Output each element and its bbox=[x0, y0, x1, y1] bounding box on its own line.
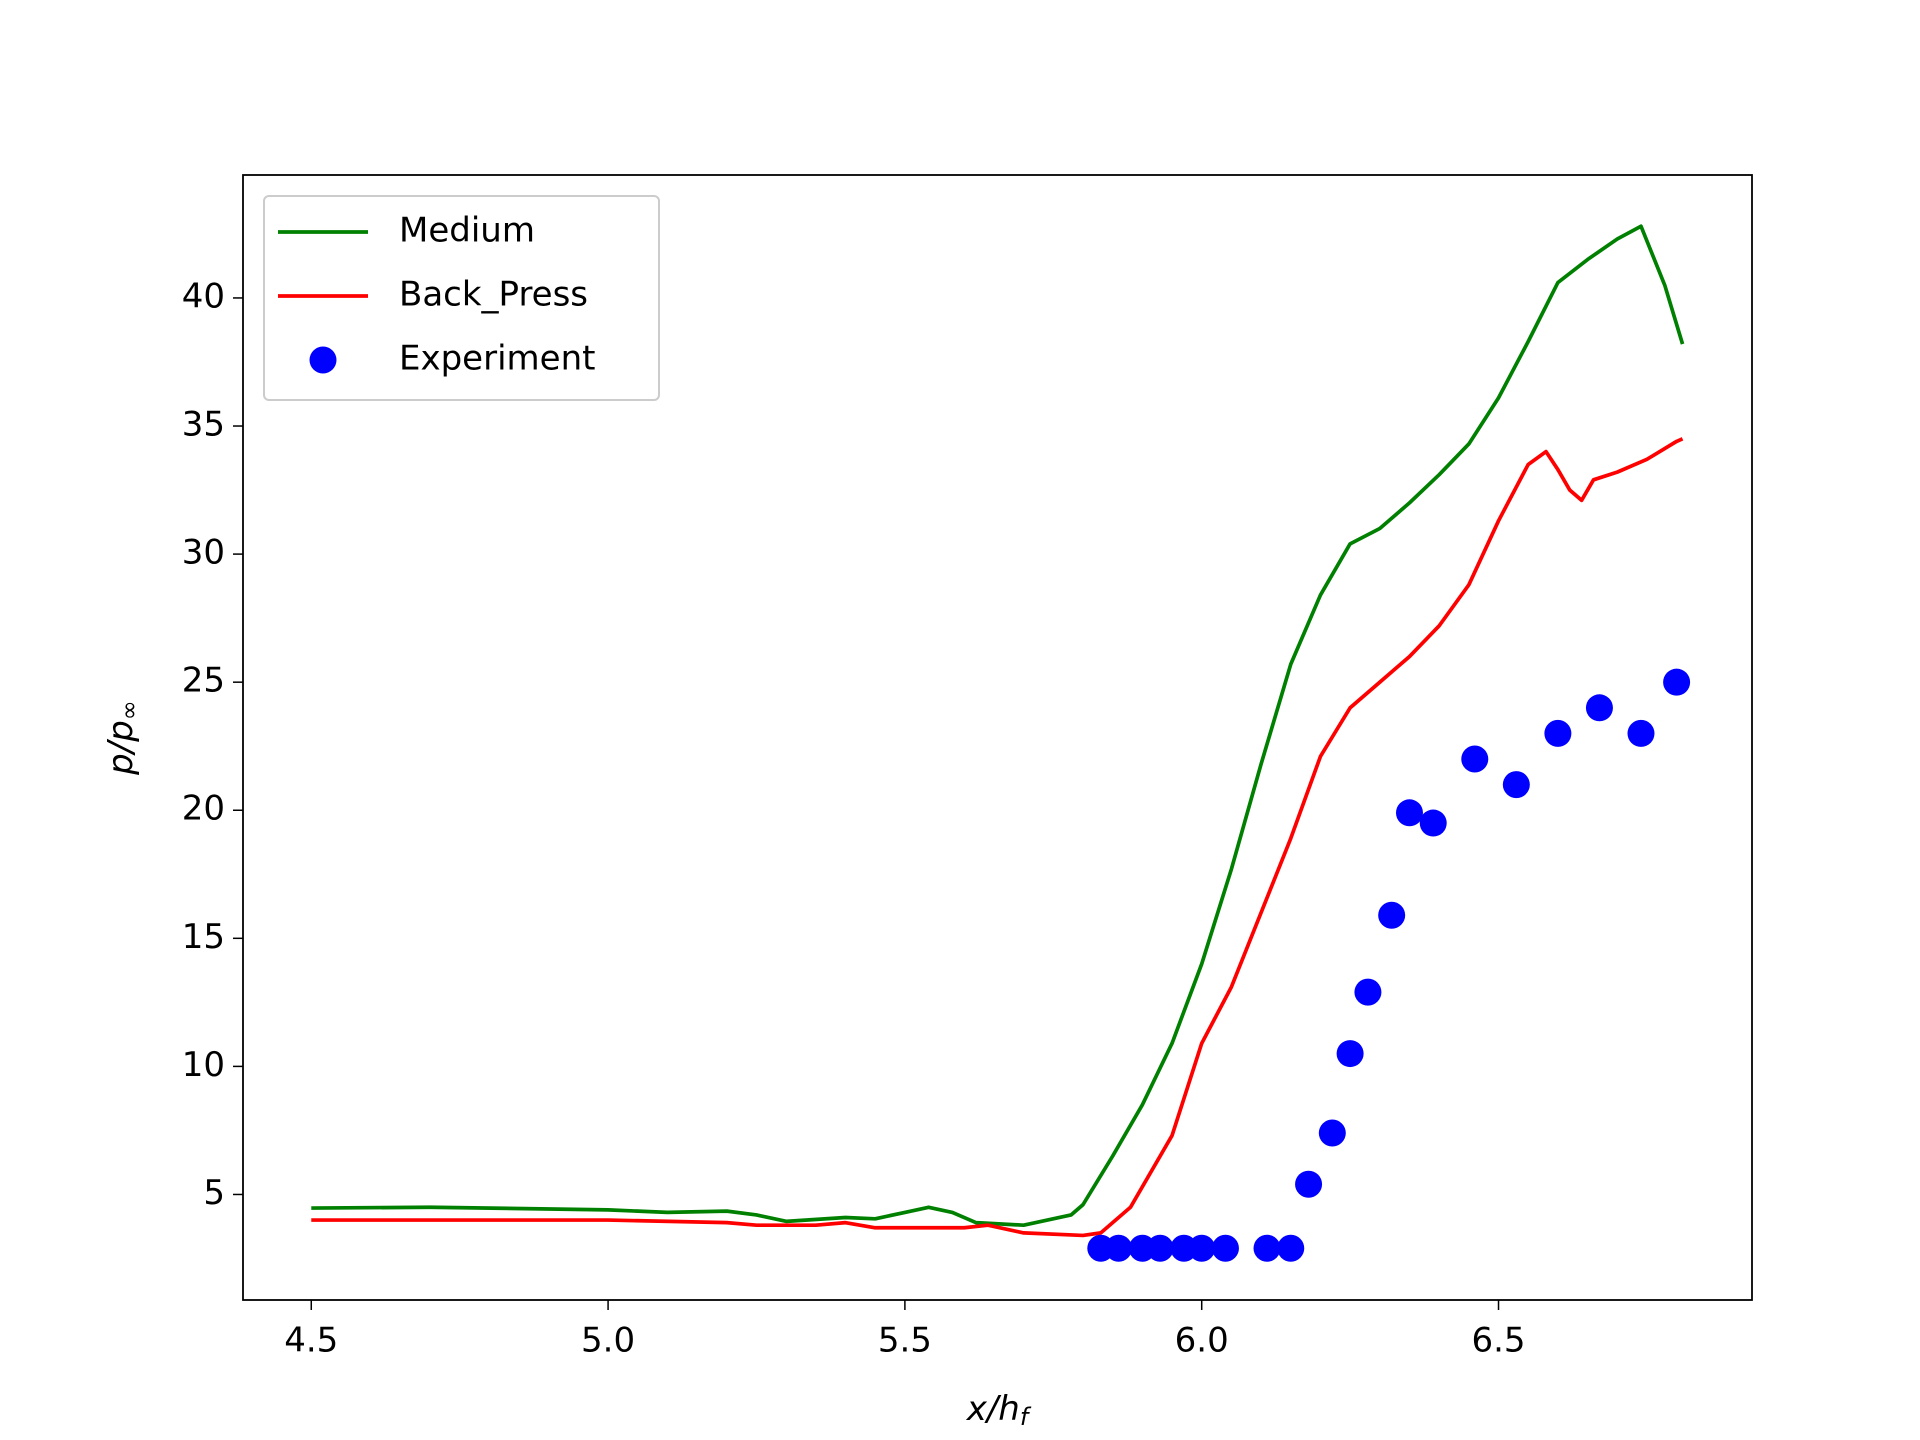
marker bbox=[1295, 1170, 1323, 1198]
y-tick-label: 35 bbox=[182, 405, 225, 445]
legend-label: Experiment bbox=[399, 339, 595, 379]
marker bbox=[1146, 1234, 1174, 1262]
x-tick-label: 6.5 bbox=[1471, 1321, 1525, 1361]
marker bbox=[1663, 668, 1691, 696]
legend-marker bbox=[309, 346, 337, 374]
marker bbox=[1502, 771, 1530, 799]
legend-label: Medium bbox=[399, 211, 535, 251]
marker bbox=[1419, 809, 1447, 837]
marker bbox=[1378, 901, 1406, 929]
marker bbox=[1395, 799, 1423, 827]
line bbox=[311, 437, 1684, 1238]
marker bbox=[1277, 1234, 1305, 1262]
marker bbox=[1318, 1119, 1346, 1147]
marker bbox=[1253, 1234, 1281, 1262]
y-tick-label: 15 bbox=[182, 917, 225, 957]
y-tick-label: 30 bbox=[182, 533, 225, 573]
y-tick-label: 40 bbox=[182, 276, 225, 316]
marker bbox=[1354, 978, 1382, 1006]
line bbox=[311, 224, 1685, 1228]
y-tick-label: 20 bbox=[182, 789, 225, 829]
x-tick-label: 5.5 bbox=[878, 1321, 932, 1361]
y-tick-label: 5 bbox=[203, 1173, 225, 1213]
y-axis-label-sub: ∞ bbox=[115, 700, 143, 720]
y-tick-label: 25 bbox=[182, 661, 225, 701]
plot-frame bbox=[242, 174, 1753, 1301]
marker bbox=[1211, 1234, 1239, 1262]
legend-box bbox=[263, 195, 660, 401]
marker bbox=[1105, 1234, 1133, 1262]
marker bbox=[1461, 745, 1489, 773]
y-axis-label-main: p/p bbox=[101, 720, 141, 776]
x-axis-label-main: x/h bbox=[966, 1389, 1020, 1429]
legend-label: Back_Press bbox=[399, 275, 588, 315]
x-tick-label: 6.0 bbox=[1175, 1321, 1229, 1361]
y-tick-label: 10 bbox=[182, 1045, 225, 1085]
marker bbox=[1544, 719, 1572, 747]
marker bbox=[1627, 719, 1655, 747]
x-tick-label: 4.5 bbox=[284, 1321, 338, 1361]
marker bbox=[1336, 1040, 1364, 1068]
x-tick-label: 5.0 bbox=[581, 1321, 635, 1361]
marker bbox=[1188, 1234, 1216, 1262]
marker bbox=[1585, 694, 1613, 722]
y-axis-label: p/p∞ bbox=[101, 700, 144, 776]
